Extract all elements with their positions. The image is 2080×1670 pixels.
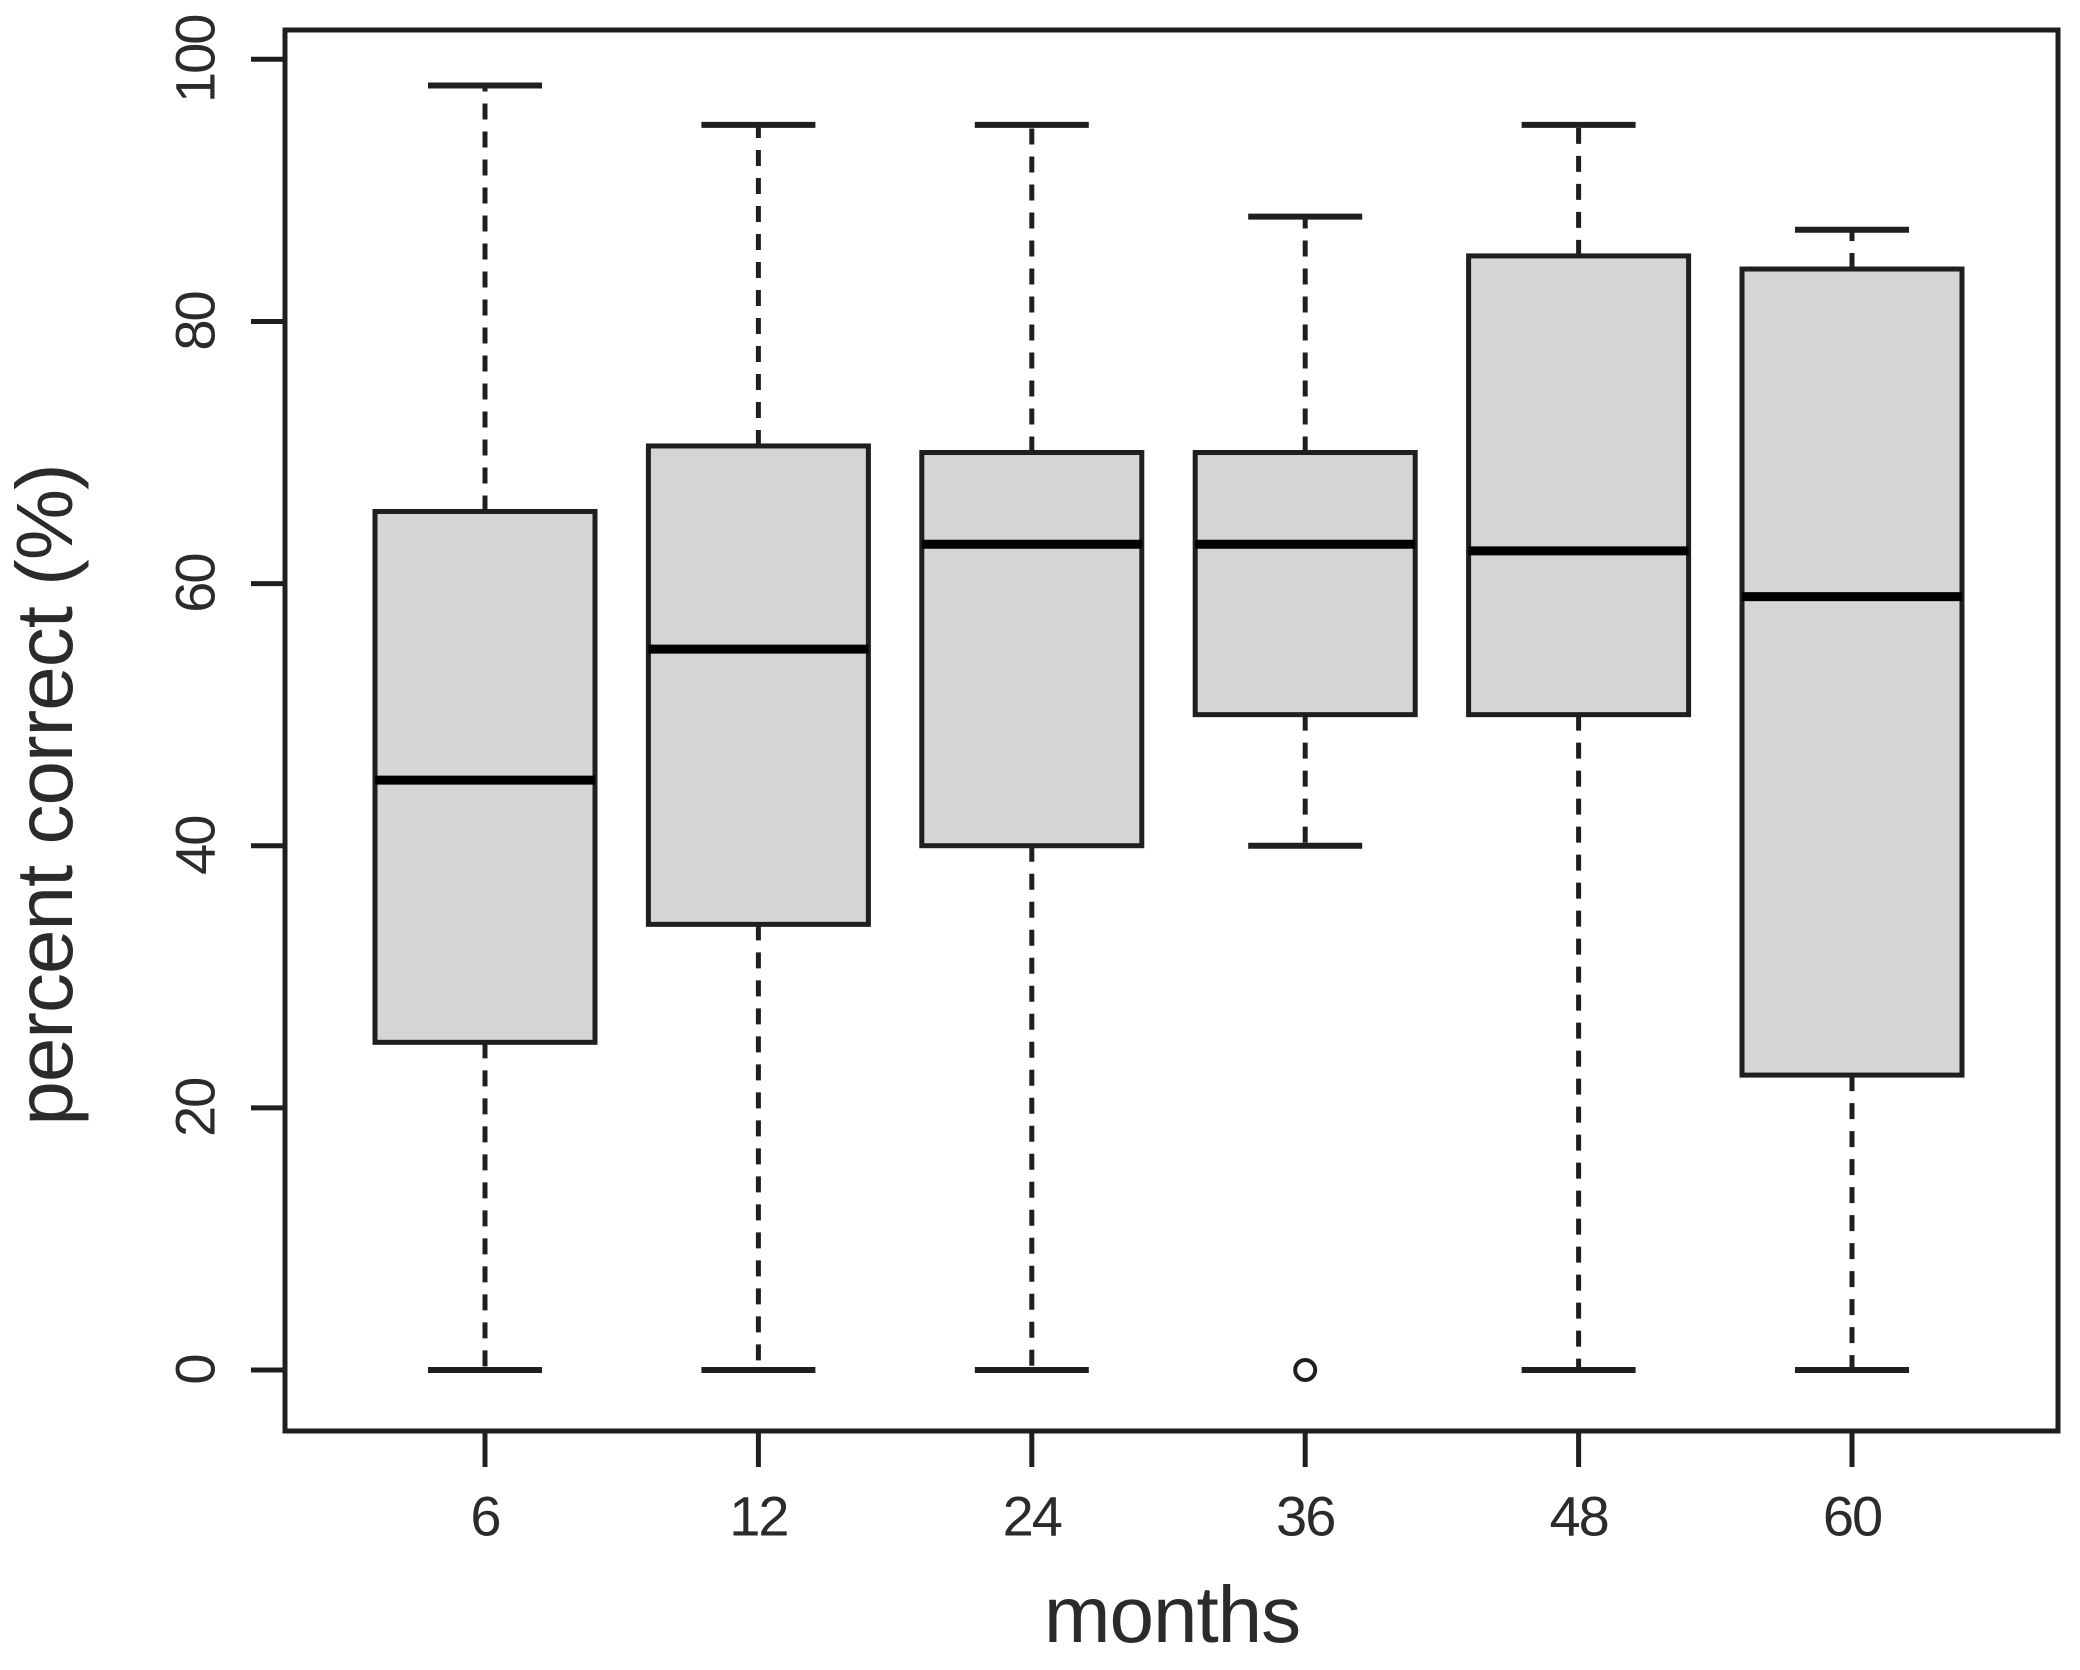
x-axis-tick-label: 12 bbox=[729, 1485, 787, 1548]
y-axis-title: percent correct (%) bbox=[0, 464, 89, 1125]
iqr-box bbox=[645, 443, 871, 927]
y-axis-tick-label: 0 bbox=[164, 1355, 227, 1384]
outlier-point bbox=[1293, 1358, 1318, 1382]
y-axis-tick-label: 40 bbox=[164, 817, 227, 875]
iqr-box bbox=[1466, 253, 1692, 718]
y-axis-tick-label: 80 bbox=[164, 292, 227, 350]
y-axis-tick-label: 100 bbox=[164, 16, 227, 103]
x-axis-tick-label: 24 bbox=[1003, 1485, 1062, 1548]
y-axis-tick-label: 60 bbox=[164, 554, 227, 612]
plot-layer: 0 20 40 60 80 100 6 12 24 36 48 60 bbox=[164, 16, 2061, 1548]
x-axis-title: months bbox=[1044, 1570, 1300, 1659]
x-axis-tick-label: 48 bbox=[1549, 1485, 1607, 1548]
plot-frame bbox=[282, 27, 2061, 1434]
iqr-box bbox=[1739, 266, 1965, 1078]
iqr-box bbox=[1192, 450, 1418, 718]
x-axis-tick-label: 36 bbox=[1276, 1485, 1334, 1548]
iqr-box bbox=[919, 450, 1145, 849]
x-axis-tick-label: 6 bbox=[470, 1485, 499, 1548]
x-axis-tick-label: 60 bbox=[1823, 1485, 1881, 1548]
y-axis-tick-label: 20 bbox=[164, 1079, 227, 1137]
